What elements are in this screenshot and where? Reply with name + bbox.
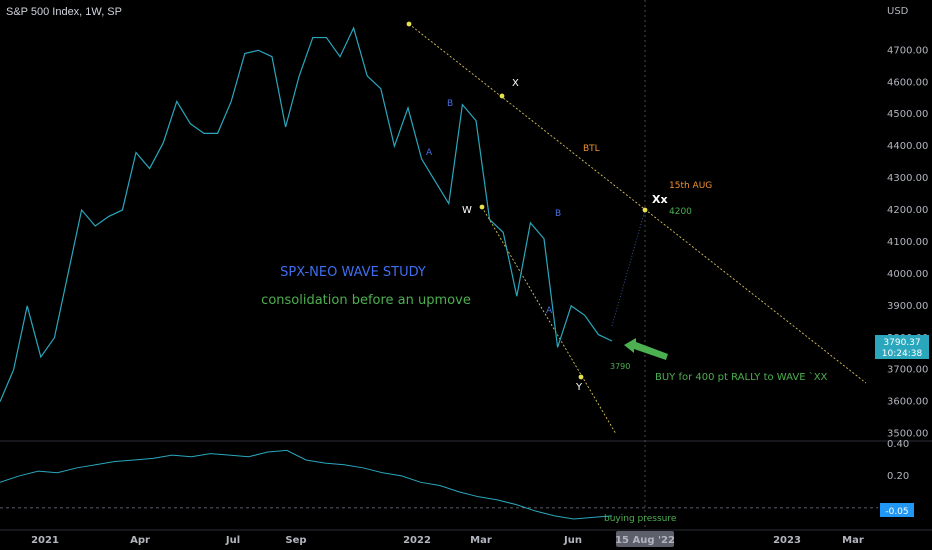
osc-y-tick-label: 0.40 [887, 439, 909, 450]
x-tick-label: Mar [470, 535, 492, 546]
y-tick-label: 4700.00 [887, 45, 928, 56]
y-tick-label: 4400.00 [887, 141, 928, 152]
y-tick-label: 3500.00 [887, 429, 928, 440]
x-tick-label: Jul [225, 535, 240, 546]
osc-y-tick-label: 0.20 [887, 471, 909, 482]
date-note: 15th AUG [669, 181, 712, 191]
wave-y-label: Y [575, 382, 583, 393]
x-tick-label: 2023 [773, 535, 801, 546]
oscillator-line [0, 450, 612, 519]
target-price-label: 4200 [669, 207, 692, 217]
wave-xx-label: Xx [652, 193, 668, 206]
x-tick-label: Mar [842, 535, 864, 546]
chart-axes: 4700.00 4600.00 4500.00 4400.00 4300.00 4200.… [31, 6, 928, 547]
y-tick-label: 3600.00 [887, 397, 928, 408]
x-tick-label: Apr [130, 535, 150, 546]
wave-b2-label: B [555, 209, 561, 219]
wave-node [500, 94, 505, 99]
wave-x-label: X [512, 78, 519, 89]
wave-a2-label: A [546, 306, 553, 316]
y-tick-label: 4500.00 [887, 109, 928, 120]
chart-labels: X W Y Xx A B A B BTL 15th AUG 4200 3790 SPX-NEO WAVE… [261, 78, 929, 524]
wave-node [579, 375, 584, 380]
buying-pressure-label: buying pressure [604, 514, 677, 524]
study-subtitle: consolidation before an upmove [261, 293, 471, 308]
osc-value-label: -0.05 [885, 507, 908, 517]
last-price-time: 10:24:38 [882, 349, 923, 359]
wave-node [480, 205, 485, 210]
chart-gridlines [0, 0, 932, 530]
buy-arrow-icon [624, 338, 668, 360]
y-unit-label: USD [887, 6, 909, 17]
x-tick-label: Sep [285, 535, 306, 546]
btl-label: BTL [583, 144, 600, 154]
x-tick-label: 2022 [403, 535, 431, 546]
date-marker-label: 15 Aug '22 [615, 535, 675, 546]
y-tick-label: 3900.00 [887, 301, 928, 312]
buy-note: BUY for 400 pt RALLY to WAVE `XX [655, 371, 828, 383]
wave-w-label: W [462, 205, 472, 216]
price-line [0, 28, 612, 402]
wave-a-label: A [426, 148, 433, 158]
y-tick-label: 3700.00 [887, 365, 928, 376]
y-tick-label: 4000.00 [887, 269, 928, 280]
y-tick-label: 4200.00 [887, 205, 928, 216]
btl-trendline [409, 24, 866, 383]
study-title: SPX-NEO WAVE STUDY [280, 265, 426, 280]
last-price-value: 3790.37 [883, 338, 920, 348]
low-price-label: 3790 [610, 362, 630, 371]
projection-line [612, 210, 645, 326]
y-tick-label: 4100.00 [887, 237, 928, 248]
wave-b-label: B [447, 99, 453, 109]
lower-trendline [482, 207, 616, 434]
wave-node [643, 208, 648, 213]
x-tick-label: 2021 [31, 535, 59, 546]
y-tick-label: 4600.00 [887, 77, 928, 88]
y-tick-label: 4300.00 [887, 173, 928, 184]
wave-node [407, 22, 412, 27]
x-tick-label: Jun [563, 535, 582, 546]
